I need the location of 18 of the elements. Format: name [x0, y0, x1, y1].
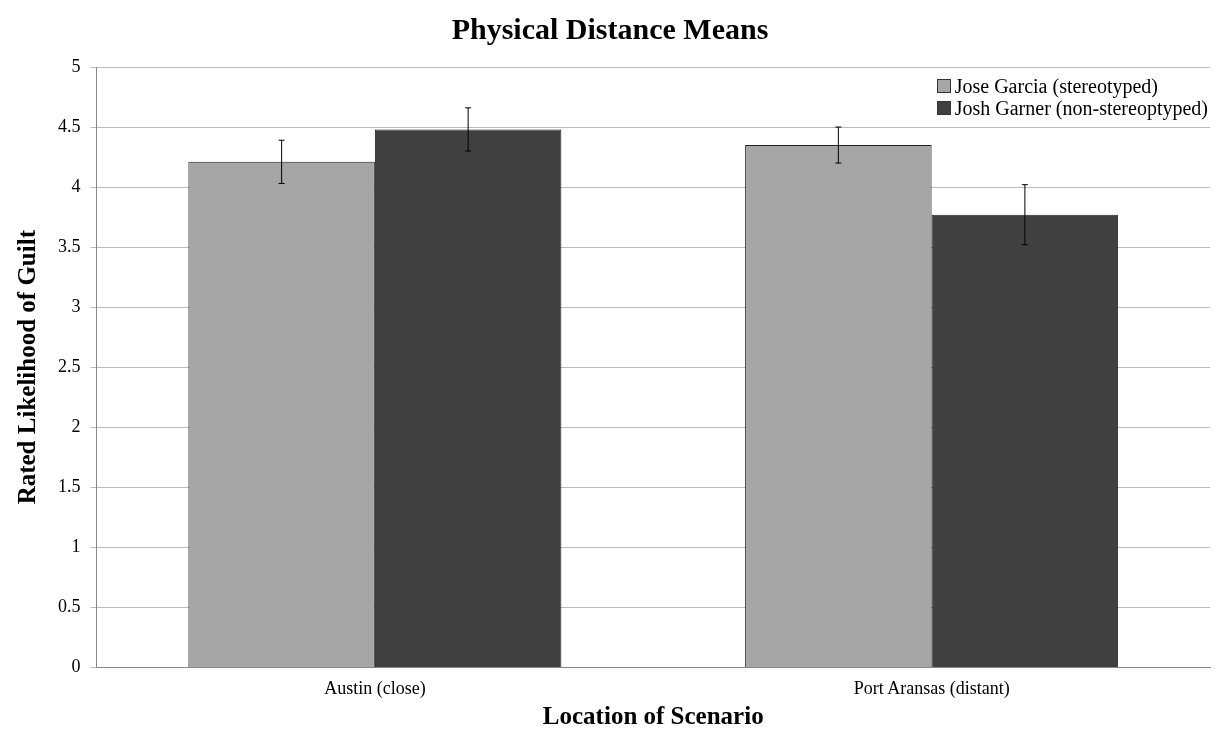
- y-tick-label: 4.5: [58, 115, 81, 136]
- x-tick-label: Port Aransas (distant): [853, 677, 1010, 699]
- x-axis-title: Location of Scenario: [542, 702, 764, 730]
- y-tick-label: 2.5: [58, 355, 81, 376]
- chart-title: Physical Distance Means: [451, 11, 769, 45]
- y-tick-label: 5: [71, 55, 81, 76]
- y-tick-label: 3: [71, 295, 81, 316]
- legend-label: Jose Garcia (stereotyped): [954, 75, 1158, 97]
- y-tick-label: 1: [71, 536, 81, 557]
- y-axis-title: Rated Likelihood of Guilt: [13, 229, 41, 505]
- legend-label: Josh Garner (non-stereoptyped): [954, 97, 1208, 119]
- y-tick-label: 3.5: [58, 235, 81, 256]
- y-tick-label: 1.5: [58, 476, 81, 497]
- x-tick-label: Austin (close): [324, 677, 426, 699]
- y-tick-label: 2: [71, 415, 81, 436]
- y-tick-label: 4: [71, 175, 81, 196]
- y-tick-label: 0.5: [58, 596, 81, 617]
- y-tick-label: 0: [71, 656, 81, 677]
